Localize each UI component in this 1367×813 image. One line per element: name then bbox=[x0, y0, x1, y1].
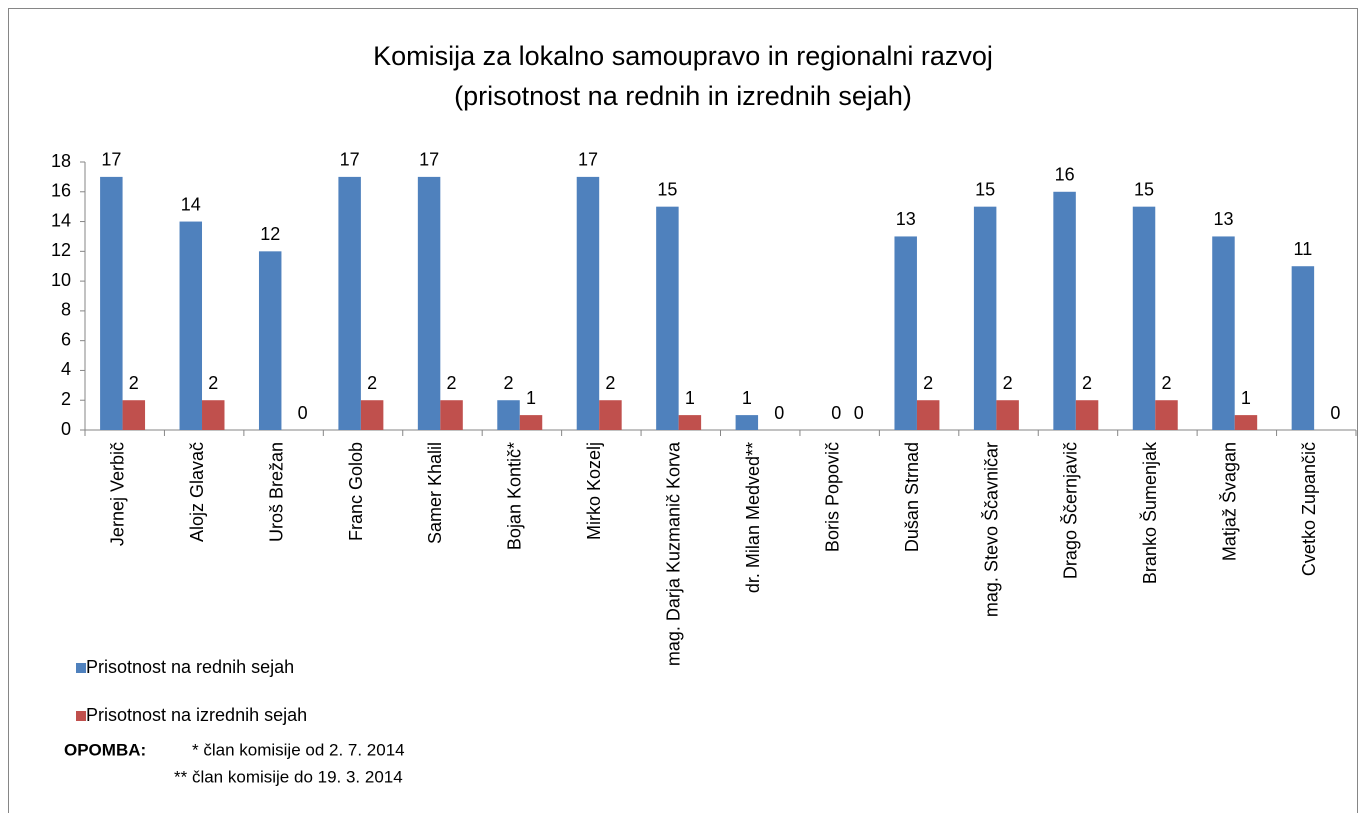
x-tick-label: mag. Darja Kuzmanič Korva bbox=[664, 441, 684, 666]
x-tick-label: Franc Golob bbox=[346, 442, 366, 541]
data-label: 2 bbox=[605, 373, 615, 393]
y-tick-label: 6 bbox=[61, 329, 71, 349]
bar bbox=[338, 176, 361, 430]
legend-swatch bbox=[76, 663, 86, 673]
data-label: 17 bbox=[578, 150, 598, 170]
data-label: 2 bbox=[208, 373, 218, 393]
data-label: 0 bbox=[854, 403, 864, 423]
x-tick-label: Cvetko Zupančič bbox=[1299, 442, 1319, 576]
y-tick-label: 12 bbox=[51, 240, 71, 260]
legend-label: Prisotnost na izrednih sejah bbox=[86, 705, 307, 725]
y-tick-label: 4 bbox=[61, 359, 71, 379]
bar bbox=[656, 206, 679, 430]
bar bbox=[417, 176, 441, 430]
bar bbox=[599, 400, 622, 430]
data-label: 2 bbox=[1003, 373, 1013, 393]
bar bbox=[202, 400, 225, 430]
y-tick-label: 0 bbox=[61, 419, 71, 439]
chart-subtitle: (prisotnost na rednih in izrednih sejah) bbox=[454, 81, 912, 111]
y-tick-label: 18 bbox=[51, 151, 71, 171]
data-label: 1 bbox=[742, 388, 752, 408]
y-tick-label: 2 bbox=[61, 389, 71, 409]
x-tick-label: Matjaž Švagan bbox=[1219, 442, 1240, 561]
y-tick-label: 16 bbox=[51, 181, 71, 201]
bar bbox=[678, 415, 702, 430]
legend-label: Prisotnost na rednih sejah bbox=[86, 657, 294, 677]
bar bbox=[497, 400, 520, 430]
bar bbox=[100, 176, 123, 430]
note-label: OPOMBA: bbox=[64, 740, 146, 759]
bar bbox=[996, 400, 1019, 430]
data-label: 1 bbox=[685, 388, 695, 408]
bar bbox=[1132, 206, 1156, 430]
data-label: 15 bbox=[975, 179, 995, 199]
data-label: 14 bbox=[181, 194, 201, 214]
data-label: 2 bbox=[367, 373, 377, 393]
bar bbox=[179, 221, 203, 430]
data-label: 0 bbox=[831, 403, 841, 423]
x-tick-label: dr. Milan Medved** bbox=[743, 442, 763, 593]
y-tick-label: 8 bbox=[61, 300, 71, 320]
data-label: 17 bbox=[419, 150, 439, 170]
data-label: 0 bbox=[774, 403, 784, 423]
chart-title: Komisija za lokalno samoupravo in region… bbox=[373, 41, 993, 71]
y-tick-label: 14 bbox=[51, 210, 71, 230]
data-label: 0 bbox=[1330, 403, 1340, 423]
data-label: 13 bbox=[1213, 209, 1233, 229]
y-tick-label: 10 bbox=[51, 270, 71, 290]
bar bbox=[1291, 266, 1315, 430]
x-tick-label: Jernej Verbič bbox=[107, 442, 127, 546]
bar bbox=[519, 415, 543, 430]
x-tick-label: Branko Šumenjak bbox=[1139, 441, 1160, 584]
bar bbox=[894, 236, 917, 430]
data-label: 1 bbox=[1241, 388, 1251, 408]
x-tick-label: Uroš Brežan bbox=[266, 442, 286, 542]
x-tick-label: Dušan Strnad bbox=[902, 442, 922, 552]
data-label: 2 bbox=[923, 373, 933, 393]
data-label: 0 bbox=[298, 403, 308, 423]
bar bbox=[576, 176, 600, 430]
data-label: 17 bbox=[340, 150, 360, 170]
bar bbox=[1053, 191, 1076, 430]
legend-swatch bbox=[76, 711, 86, 721]
x-tick-label: Mirko Kozelj bbox=[584, 442, 604, 540]
bar bbox=[1212, 236, 1235, 430]
bar bbox=[440, 400, 463, 430]
bar bbox=[122, 400, 146, 430]
note: * član komisije od 2. 7. 2014 bbox=[192, 740, 405, 759]
bar bbox=[360, 400, 384, 430]
data-label: 15 bbox=[657, 179, 677, 199]
data-label: 12 bbox=[260, 224, 280, 244]
bar bbox=[1075, 400, 1099, 430]
data-label: 2 bbox=[447, 373, 457, 393]
data-label: 2 bbox=[129, 373, 139, 393]
x-tick-label: mag. Stevo Ščavničar bbox=[980, 442, 1001, 617]
x-tick-label: Boris Popovič bbox=[822, 442, 842, 552]
x-tick-label: Drago Ščernjavič bbox=[1060, 442, 1081, 579]
data-label: 17 bbox=[101, 150, 121, 170]
x-tick-label: Bojan Kontič* bbox=[505, 442, 525, 550]
bar bbox=[258, 251, 282, 430]
bar bbox=[735, 415, 759, 430]
x-tick-label: Alojz Glavač bbox=[187, 442, 207, 542]
data-label: 2 bbox=[1082, 373, 1092, 393]
x-tick-label: Samer Khalil bbox=[425, 442, 445, 544]
data-label: 2 bbox=[504, 373, 514, 393]
note: ** član komisije do 19. 3. 2014 bbox=[174, 767, 403, 786]
chart-border bbox=[8, 8, 1358, 813]
data-label: 13 bbox=[896, 209, 916, 229]
data-label: 15 bbox=[1134, 179, 1154, 199]
bar bbox=[973, 206, 997, 430]
data-label: 1 bbox=[526, 388, 536, 408]
bar bbox=[1234, 415, 1258, 430]
data-label: 16 bbox=[1055, 165, 1075, 185]
data-label: 11 bbox=[1294, 239, 1313, 259]
bar bbox=[916, 400, 940, 430]
bar bbox=[1155, 400, 1178, 430]
data-label: 2 bbox=[1161, 373, 1171, 393]
